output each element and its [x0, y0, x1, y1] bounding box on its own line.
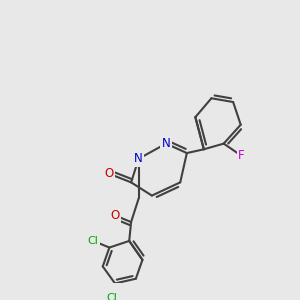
- Text: Cl: Cl: [107, 292, 118, 300]
- Text: N: N: [162, 137, 170, 150]
- Text: F: F: [238, 149, 245, 162]
- Text: Cl: Cl: [88, 236, 99, 246]
- Text: O: O: [110, 209, 120, 222]
- Text: N: N: [134, 152, 143, 165]
- Text: O: O: [105, 167, 114, 180]
